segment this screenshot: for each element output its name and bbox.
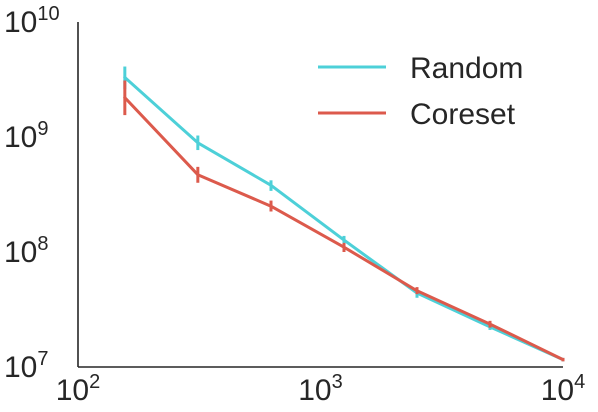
x-tick-exponent: 2 [89, 371, 100, 393]
y-tick-base: 10 [4, 6, 37, 39]
y-tick-exponent: 8 [37, 233, 48, 255]
x-tick-base: 10 [298, 374, 331, 407]
x-tick-base: 10 [56, 374, 89, 407]
y-tick-label: 1010 [4, 3, 60, 39]
x-tick-label: 103 [298, 371, 343, 407]
legend-label-coreset: Coreset [410, 98, 516, 131]
y-tick-exponent: 10 [37, 3, 59, 25]
x-tick-base: 10 [541, 374, 574, 407]
y-tick-label: 107 [4, 348, 49, 384]
x-tick-label: 102 [56, 371, 101, 407]
y-tick-label: 108 [4, 233, 49, 269]
axes [77, 22, 563, 368]
y-tick-label: 109 [4, 118, 49, 154]
y-tick-base: 10 [4, 236, 37, 269]
legend-label-random: Random [410, 52, 523, 85]
x-tick-label: 104 [541, 371, 586, 407]
y-tick-exponent: 9 [37, 118, 48, 140]
y-tick-base: 10 [4, 121, 37, 154]
x-tick-exponent: 3 [332, 371, 343, 393]
y-tick-base: 10 [4, 351, 37, 384]
series [123, 66, 565, 362]
x-tick-labels: 102 103 104 [56, 371, 586, 407]
x-tick-exponent: 4 [574, 371, 585, 393]
legend: Random Coreset [318, 52, 523, 131]
y-tick-exponent: 7 [37, 348, 48, 370]
series-coreset [123, 80, 565, 362]
